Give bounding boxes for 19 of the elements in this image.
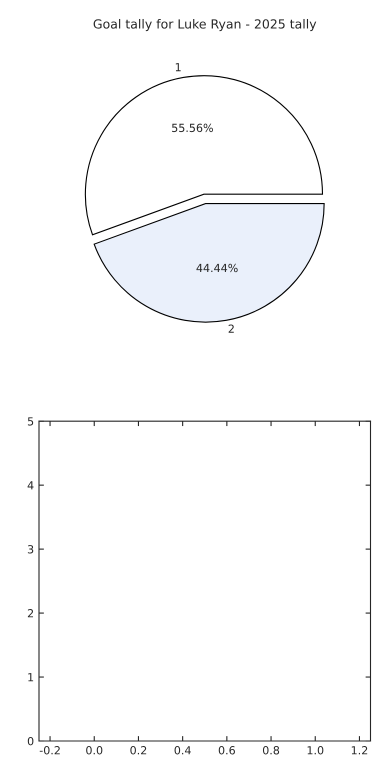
y-tick-label: 5 [28, 417, 34, 426]
slice-label: 1 [176, 63, 181, 72]
x-tick-label: 0.8 [262, 746, 280, 754]
x-tick-label: 1.2 [352, 746, 368, 754]
x-tick-label: 0.2 [130, 746, 146, 754]
x-tick-label: -0.2 [40, 746, 60, 754]
x-tick-label: 0.0 [86, 746, 102, 754]
y-tick-label: 4 [28, 481, 34, 490]
y-tick-label: 3 [28, 545, 34, 554]
x-tick-label: 0.4 [174, 746, 191, 754]
y-tick-label: 2 [28, 609, 34, 618]
y-tick-label: 1 [28, 673, 34, 682]
x-tick-label: 1.0 [308, 746, 324, 754]
chart-title: Goal tally for Luke Ryan - 2025 tally [94, 18, 316, 32]
slice-label: 2 [228, 324, 234, 333]
y-tick-label: 0 [28, 736, 34, 746]
data-label: 55.56% [172, 124, 213, 132]
data-label: 44.44% [196, 264, 238, 272]
x-tick-label: 0.6 [218, 746, 235, 754]
